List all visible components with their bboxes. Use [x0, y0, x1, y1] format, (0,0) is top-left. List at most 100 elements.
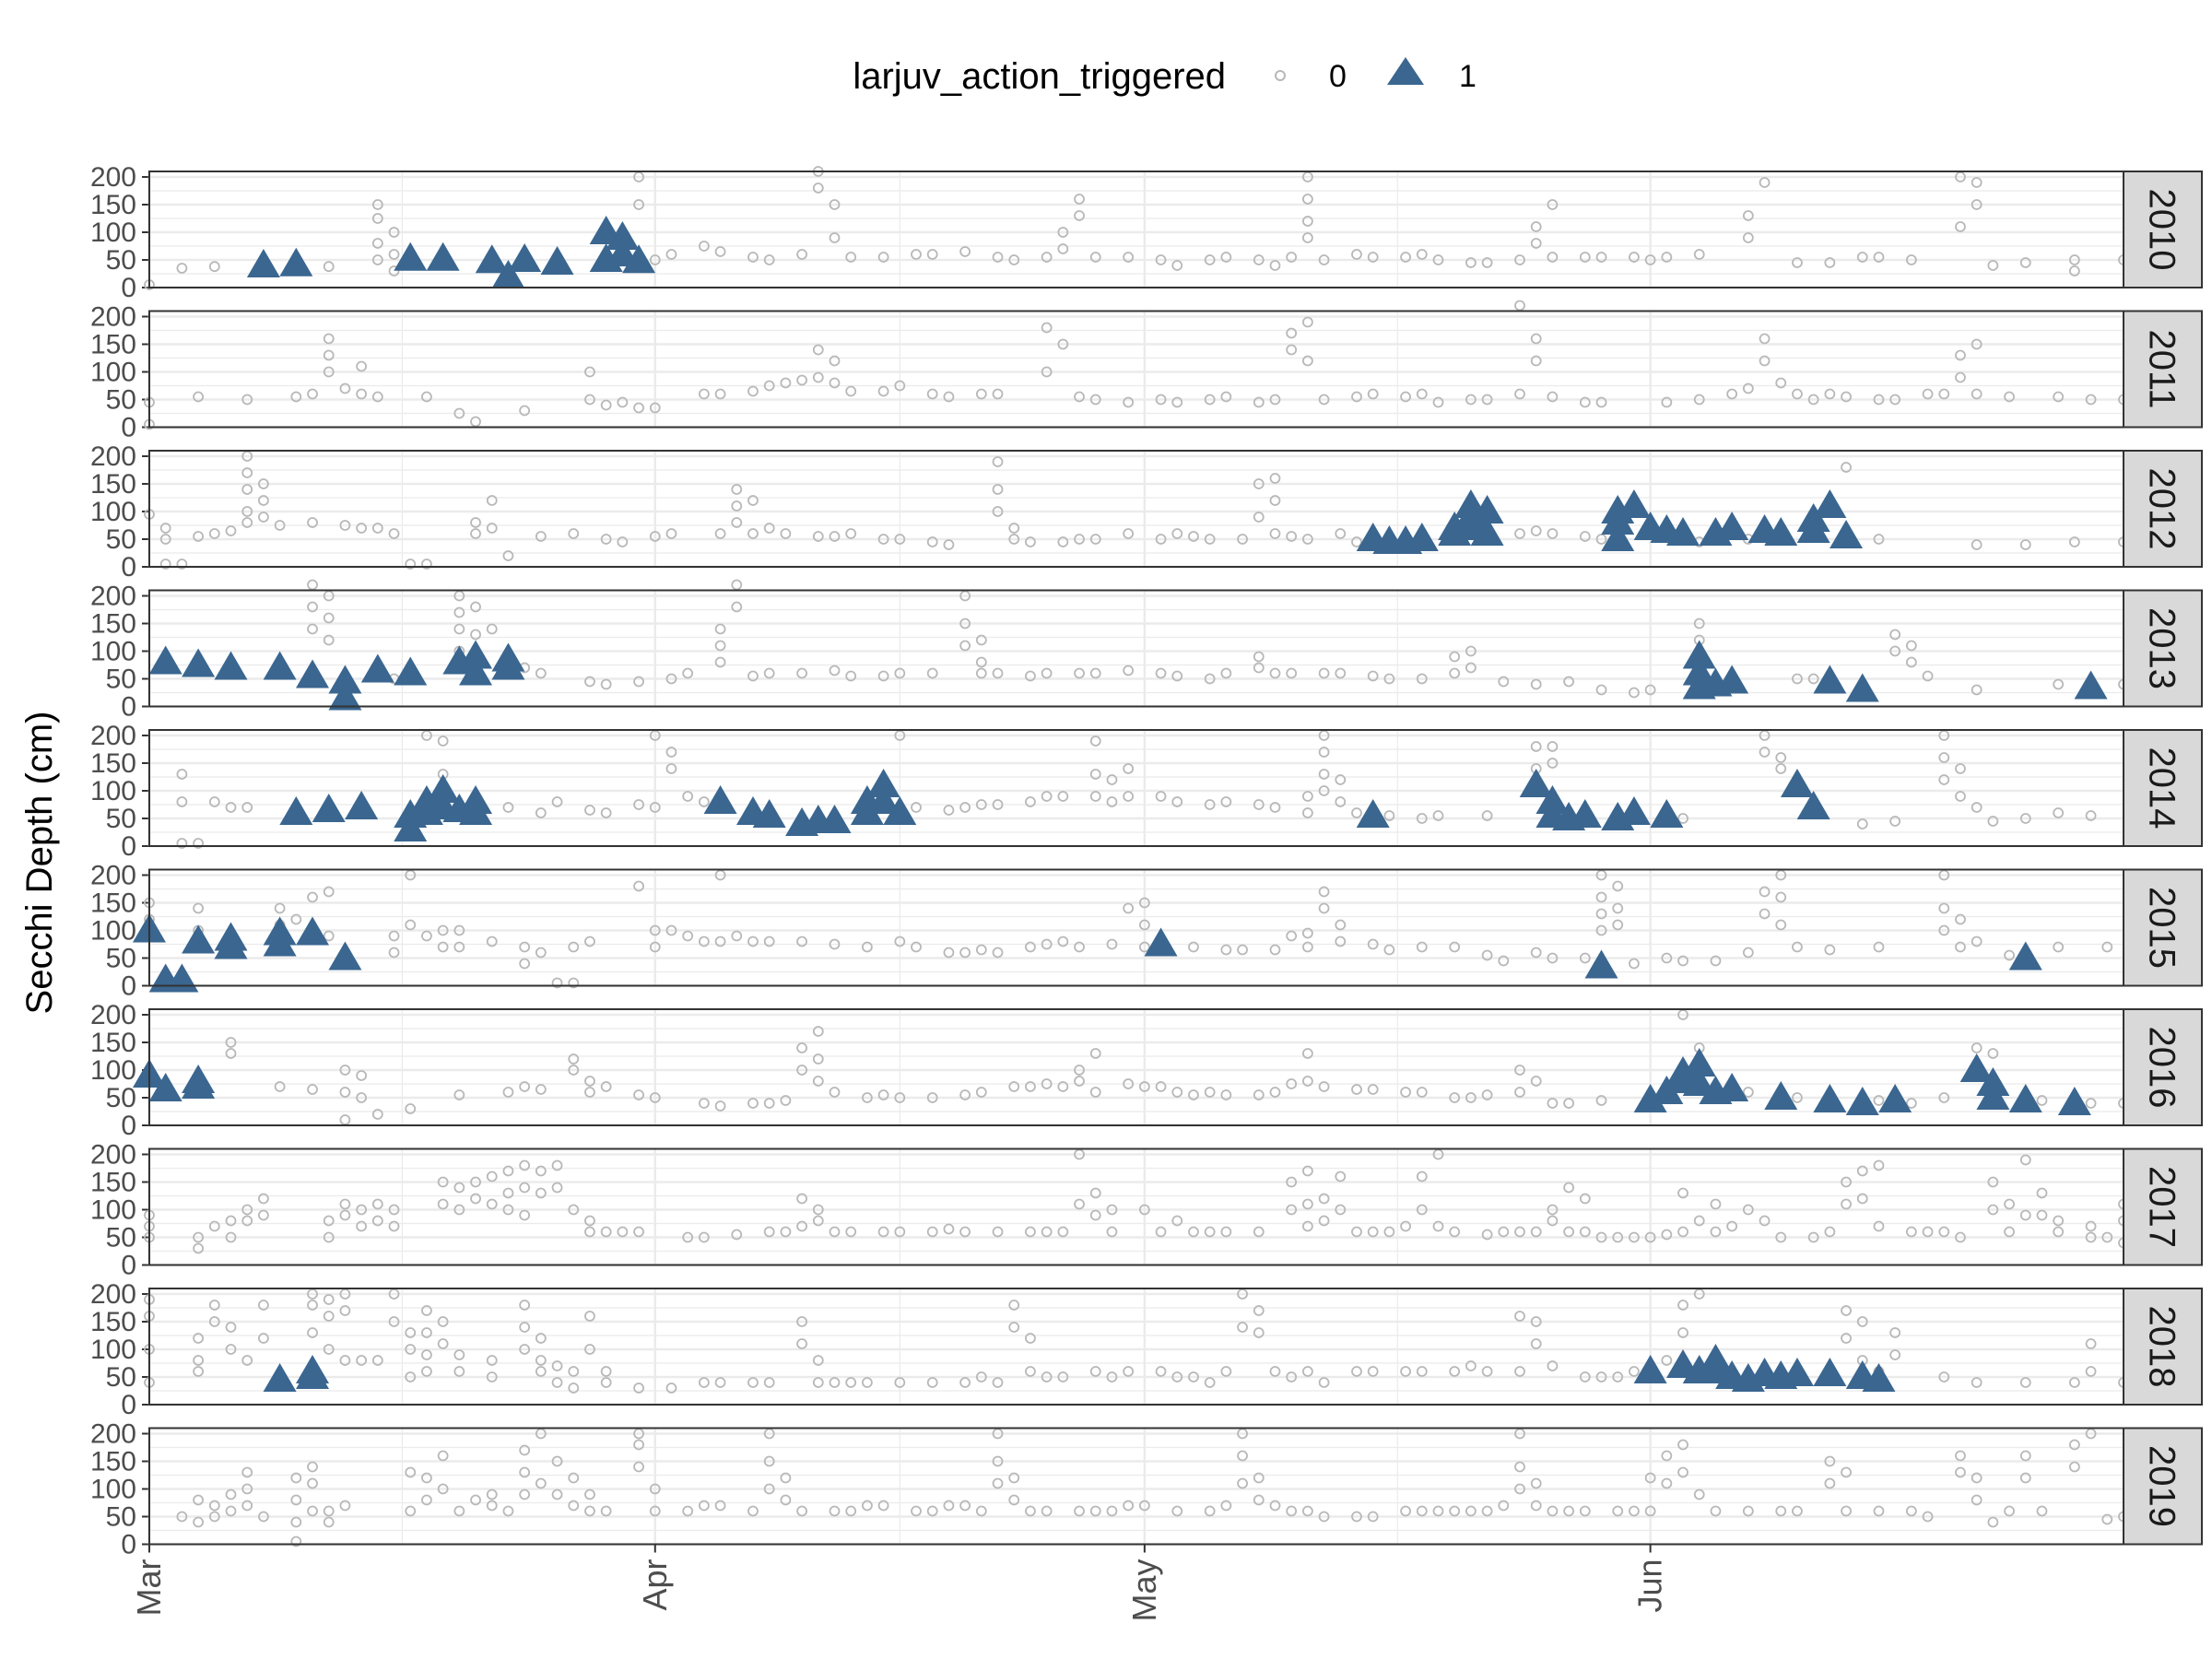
- y-tick-label: 150: [90, 1168, 136, 1198]
- point-not-triggered: [877, 1226, 889, 1238]
- point-not-triggered: [877, 385, 889, 397]
- point-not-triggered: [519, 1081, 531, 1092]
- point-not-triggered: [1106, 1204, 1118, 1216]
- point-not-triggered: [1318, 785, 1330, 796]
- point-triggered: [459, 796, 493, 825]
- point-not-triggered: [1547, 1360, 1559, 1371]
- point-not-triggered: [1481, 257, 1493, 268]
- point-not-triggered: [682, 1231, 694, 1243]
- point-not-triggered: [1123, 1078, 1135, 1089]
- point-not-triggered: [1008, 1322, 1020, 1333]
- point-not-triggered: [1057, 536, 1069, 547]
- point-not-triggered: [1269, 1500, 1281, 1512]
- point-not-triggered: [665, 249, 677, 260]
- point-triggered: [263, 927, 297, 957]
- point-not-triggered: [486, 1371, 498, 1382]
- point-not-triggered: [1301, 1198, 1313, 1210]
- point-not-triggered: [1318, 1081, 1330, 1092]
- point-not-triggered: [992, 388, 1004, 400]
- facet-strip: [2123, 1288, 2203, 1406]
- point-not-triggered: [1318, 902, 1330, 914]
- point-not-triggered: [1204, 799, 1216, 810]
- point-not-triggered: [682, 667, 694, 679]
- point-not-triggered: [1530, 678, 1542, 690]
- point-not-triggered: [1155, 1226, 1167, 1238]
- point-not-triggered: [1138, 897, 1150, 909]
- point-not-triggered: [1416, 1204, 1428, 1216]
- point-not-triggered: [2019, 1472, 2031, 1484]
- point-not-triggered: [975, 1087, 987, 1098]
- point-not-triggered: [1253, 662, 1265, 674]
- point-not-triggered: [649, 924, 661, 936]
- point-not-triggered: [1530, 238, 1542, 249]
- point-not-triggered: [1106, 796, 1118, 807]
- point-not-triggered: [1792, 388, 1803, 400]
- point-not-triggered: [1074, 1065, 1085, 1076]
- point-not-triggered: [1318, 769, 1330, 780]
- point-not-triggered: [1873, 1220, 1885, 1232]
- point-not-triggered: [1841, 1505, 1852, 1517]
- point-not-triggered: [1547, 391, 1559, 403]
- point-not-triggered: [1286, 531, 1298, 542]
- point-not-triggered: [926, 249, 938, 260]
- point-not-triggered: [926, 1377, 938, 1388]
- point-not-triggered: [617, 396, 629, 408]
- point-not-triggered: [829, 531, 841, 542]
- point-triggered: [1796, 791, 1830, 819]
- point-not-triggered: [1987, 1204, 1999, 1216]
- point-not-triggered: [975, 667, 987, 679]
- point-triggered: [703, 785, 737, 814]
- point-not-triggered: [862, 1500, 873, 1512]
- point-not-triggered: [1204, 394, 1216, 406]
- point-not-triggered: [1530, 1477, 1542, 1489]
- point-not-triggered: [1841, 1333, 1852, 1344]
- point-not-triggered: [1563, 1505, 1575, 1517]
- point-not-triggered: [274, 902, 286, 914]
- point-not-triggered: [323, 349, 335, 361]
- y-tick-label: 0: [121, 1251, 136, 1281]
- point-not-triggered: [1269, 1087, 1281, 1098]
- y-tick-label: 0: [121, 413, 136, 443]
- point-triggered: [296, 1355, 330, 1383]
- point-triggered: [148, 1073, 182, 1101]
- point-triggered: [426, 774, 460, 803]
- point-not-triggered: [1629, 252, 1640, 263]
- point-not-triggered: [763, 935, 775, 947]
- point-not-triggered: [1922, 388, 1934, 400]
- point-not-triggered: [453, 1349, 465, 1360]
- x-tick-label: Jun: [1631, 1559, 1669, 1613]
- point-not-triggered: [1123, 902, 1135, 914]
- panel-background: [149, 1148, 2124, 1265]
- point-not-triggered: [975, 944, 987, 956]
- point-not-triggered: [1301, 807, 1313, 818]
- point-not-triggered: [1775, 752, 1787, 763]
- point-not-triggered: [339, 1305, 351, 1316]
- point-not-triggered: [535, 1084, 547, 1095]
- point-triggered: [1959, 1053, 1994, 1082]
- point-not-triggered: [1138, 1500, 1150, 1512]
- point-not-triggered: [1579, 396, 1591, 408]
- point-not-triggered: [1188, 941, 1199, 953]
- point-not-triggered: [1383, 810, 1395, 821]
- point-not-triggered: [1301, 1076, 1313, 1087]
- point-not-triggered: [388, 528, 400, 539]
- point-not-triggered: [1416, 941, 1428, 953]
- point-not-triggered: [323, 366, 335, 378]
- point-not-triggered: [1693, 249, 1705, 260]
- point-triggered: [148, 645, 182, 675]
- point-not-triggered: [829, 665, 841, 677]
- point-not-triggered: [453, 606, 465, 618]
- point-not-triggered: [437, 1338, 449, 1349]
- point-not-triggered: [1971, 1377, 1983, 1388]
- point-not-triggered: [1677, 1439, 1688, 1451]
- point-not-triggered: [258, 1209, 269, 1221]
- point-not-triggered: [519, 405, 531, 417]
- y-tick-label: 100: [90, 916, 136, 947]
- point-not-triggered: [2085, 394, 2097, 406]
- point-triggered: [1764, 1081, 1798, 1110]
- point-not-triggered: [1041, 791, 1053, 802]
- point-not-triggered: [1661, 1450, 1673, 1462]
- point-not-triggered: [176, 769, 188, 780]
- point-triggered: [1633, 1355, 1667, 1383]
